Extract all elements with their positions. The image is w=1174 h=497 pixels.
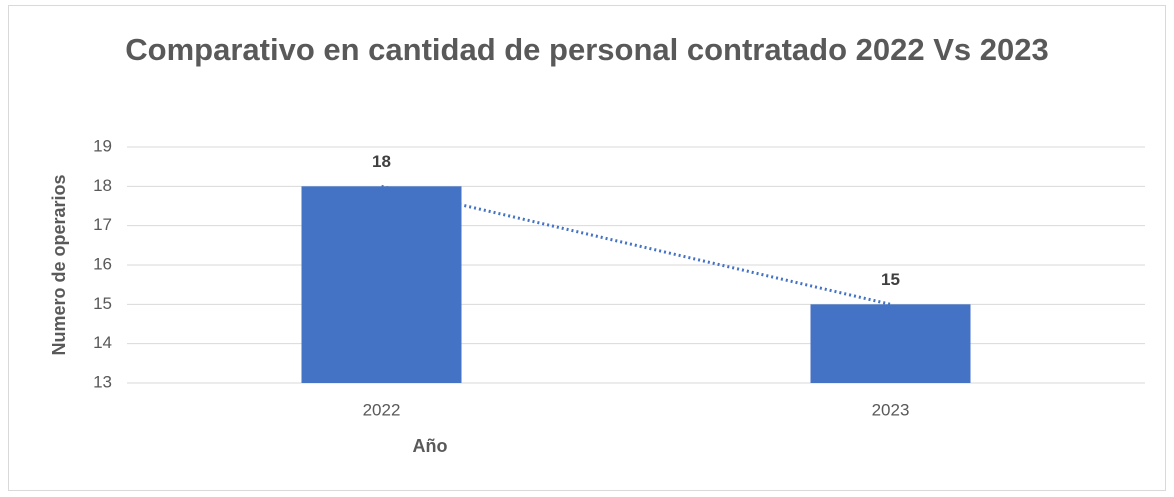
data-label: 18 (372, 152, 391, 171)
x-tick-label: 2023 (872, 400, 910, 419)
bar (810, 304, 971, 383)
y-tick-label: 19 (93, 136, 112, 155)
chart-title: Comparativo en cantidad de personal cont… (125, 32, 1049, 67)
y-tick-label: 15 (93, 294, 112, 313)
x-axis-label: Año (413, 436, 448, 456)
y-tick-label: 17 (93, 215, 112, 234)
chart-border (8, 5, 1166, 491)
y-axis-label: Numero de operarios (49, 174, 69, 355)
bar (301, 186, 462, 383)
data-label: 15 (881, 270, 900, 289)
y-tick-label: 14 (93, 333, 112, 352)
y-tick-label: 16 (93, 254, 112, 273)
x-tick-label: 2022 (363, 400, 401, 419)
y-tick-label: 13 (93, 372, 112, 391)
y-tick-label: 18 (93, 176, 112, 195)
trendline (381, 184, 891, 306)
